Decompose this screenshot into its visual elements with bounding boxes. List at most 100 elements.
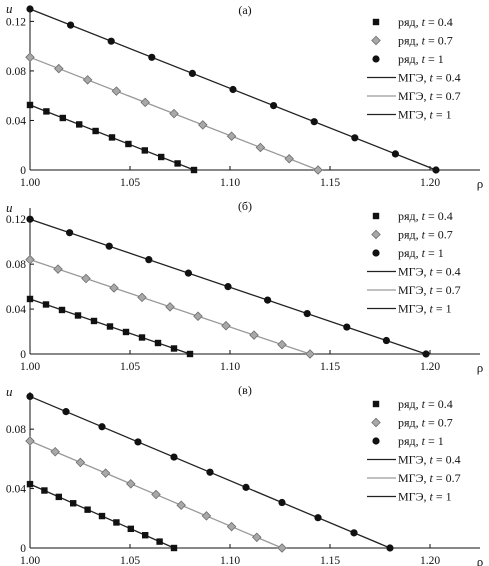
data-point-square <box>190 166 198 174</box>
data-point-circle <box>26 5 34 13</box>
data-point-square <box>138 334 146 341</box>
x-tick-label: 1.00 <box>20 555 40 566</box>
y-tick-label: 0.08 <box>6 66 26 78</box>
data-point-diamond <box>140 97 150 108</box>
x-axis-label: ρ <box>477 360 484 375</box>
data-point-circle <box>206 468 214 476</box>
x-tick-label: 1.15 <box>320 361 340 373</box>
legend-marker-diamond <box>371 35 381 46</box>
data-point-circle <box>98 423 106 431</box>
legend-marker-square <box>372 400 380 408</box>
data-point-square <box>98 512 106 520</box>
y-tick-label: 0.12 <box>6 214 26 226</box>
data-point-circle <box>188 69 196 77</box>
data-point-circle <box>67 21 75 29</box>
data-point-diamond <box>109 283 119 293</box>
data-point-diamond <box>25 254 35 265</box>
legend-label: ряд, t = 1 <box>398 434 444 448</box>
legend-label: МГЭ, t = 1 <box>398 108 452 122</box>
data-point-circle <box>26 215 34 223</box>
data-point-diamond <box>111 86 122 96</box>
legend-label: ряд, t = 0.4 <box>398 397 453 411</box>
data-point-diamond <box>81 273 91 284</box>
data-point-square <box>42 301 50 308</box>
legend: ряд, t = 0.4 ряд, t = 0.7 ряд, t = 1 МГЭ, t… <box>367 209 461 316</box>
x-tick-label: 1.05 <box>120 555 140 566</box>
legend-label: ряд, t = 0.7 <box>398 416 453 430</box>
data-point-diamond <box>137 292 147 303</box>
data-point-circle <box>350 529 358 537</box>
legend-label: ряд, t = 1 <box>398 52 444 66</box>
y-tick-label: 0 <box>20 543 26 555</box>
data-point-square <box>70 500 77 507</box>
data-point-circle <box>184 269 192 277</box>
data-point-square <box>84 506 91 513</box>
data-point-circle <box>343 323 351 331</box>
x-tick-label: 1.20 <box>420 361 440 373</box>
data-point-square <box>122 328 130 336</box>
data-point-diamond <box>169 108 179 119</box>
data-point-square <box>141 147 148 154</box>
data-point-diamond <box>54 63 64 74</box>
y-axis-label: u <box>6 384 13 399</box>
data-point-diamond <box>151 489 161 500</box>
legend-marker-diamond <box>371 229 381 240</box>
data-point-diamond <box>100 468 111 478</box>
y-tick-label: 0 <box>20 349 26 361</box>
data-point-square <box>170 544 178 552</box>
legend-label: МГЭ, t = 0.4 <box>398 265 461 279</box>
data-point-diamond <box>201 511 212 521</box>
data-point-circle <box>26 392 34 401</box>
data-point-circle <box>229 85 237 94</box>
data-point-circle <box>264 296 272 304</box>
legend-label: ряд, t = 0.4 <box>398 209 453 223</box>
legend-label: МГЭ, t = 1 <box>398 302 452 316</box>
data-point-square <box>113 519 120 526</box>
panel-label: (а) <box>238 3 251 17</box>
chart-panel-2: 1.00 1.05 1.10 1.15 1.20 0 0.04 0.08 0.12u ρ (б) ря… <box>6 199 483 375</box>
data-point-diamond <box>277 543 287 553</box>
x-tick-label: 1.10 <box>220 361 240 373</box>
x-tick-label: 1.10 <box>220 555 240 566</box>
legend-marker-circle <box>372 437 380 445</box>
data-point-square <box>90 317 98 325</box>
data-point-diamond <box>255 142 266 153</box>
data-point-diamond <box>305 349 315 359</box>
legend-label: МГЭ, t = 0.7 <box>398 471 461 485</box>
data-point-square <box>92 127 99 135</box>
y-tick-label: 0.12 <box>6 16 26 28</box>
y-axis-label: u <box>6 200 13 215</box>
data-point-square <box>26 101 34 109</box>
y-tick-label: 0.04 <box>6 304 26 316</box>
legend-label: ряд, t = 0.4 <box>398 15 453 29</box>
data-point-diamond <box>176 500 186 510</box>
legend: ряд, t = 0.4 ряд, t = 0.7 ряд, t = 1 МГЭ, t… <box>367 15 461 122</box>
chart-panel-1: 1.00 1.05 1.10 1.15 1.20 0 0.04 0.08 0.12u ρ (а) ря… <box>6 1 483 191</box>
data-point-diamond <box>165 302 175 312</box>
legend: ряд, t = 0.4 ряд, t = 0.7 ряд, t = 1 МГЭ, t… <box>367 397 461 504</box>
y-tick-label: 0 <box>20 165 26 177</box>
legend-marker-circle <box>372 249 380 257</box>
data-point-circle <box>242 483 250 491</box>
data-point-diamond <box>126 479 136 489</box>
data-point-square <box>156 538 163 545</box>
data-point-circle <box>145 256 153 264</box>
data-point-square <box>58 306 66 314</box>
data-point-square <box>43 108 50 115</box>
x-tick-label: 1.10 <box>220 177 240 189</box>
x-tick-label: 1.00 <box>20 177 40 189</box>
panel-label: (б) <box>238 199 252 213</box>
y-tick-label: 0.08 <box>6 259 26 271</box>
data-point-diamond <box>53 264 63 274</box>
legend-label: ряд, t = 0.7 <box>398 228 453 242</box>
data-point-square <box>76 121 83 128</box>
data-point-circle <box>62 408 70 416</box>
data-point-square <box>154 339 162 347</box>
data-point-circle <box>310 118 318 126</box>
data-point-diamond <box>25 52 35 63</box>
data-point-square <box>142 532 149 539</box>
data-point-square <box>174 160 181 167</box>
x-tick-label: 1.20 <box>420 177 440 189</box>
data-point-diamond <box>249 330 259 340</box>
